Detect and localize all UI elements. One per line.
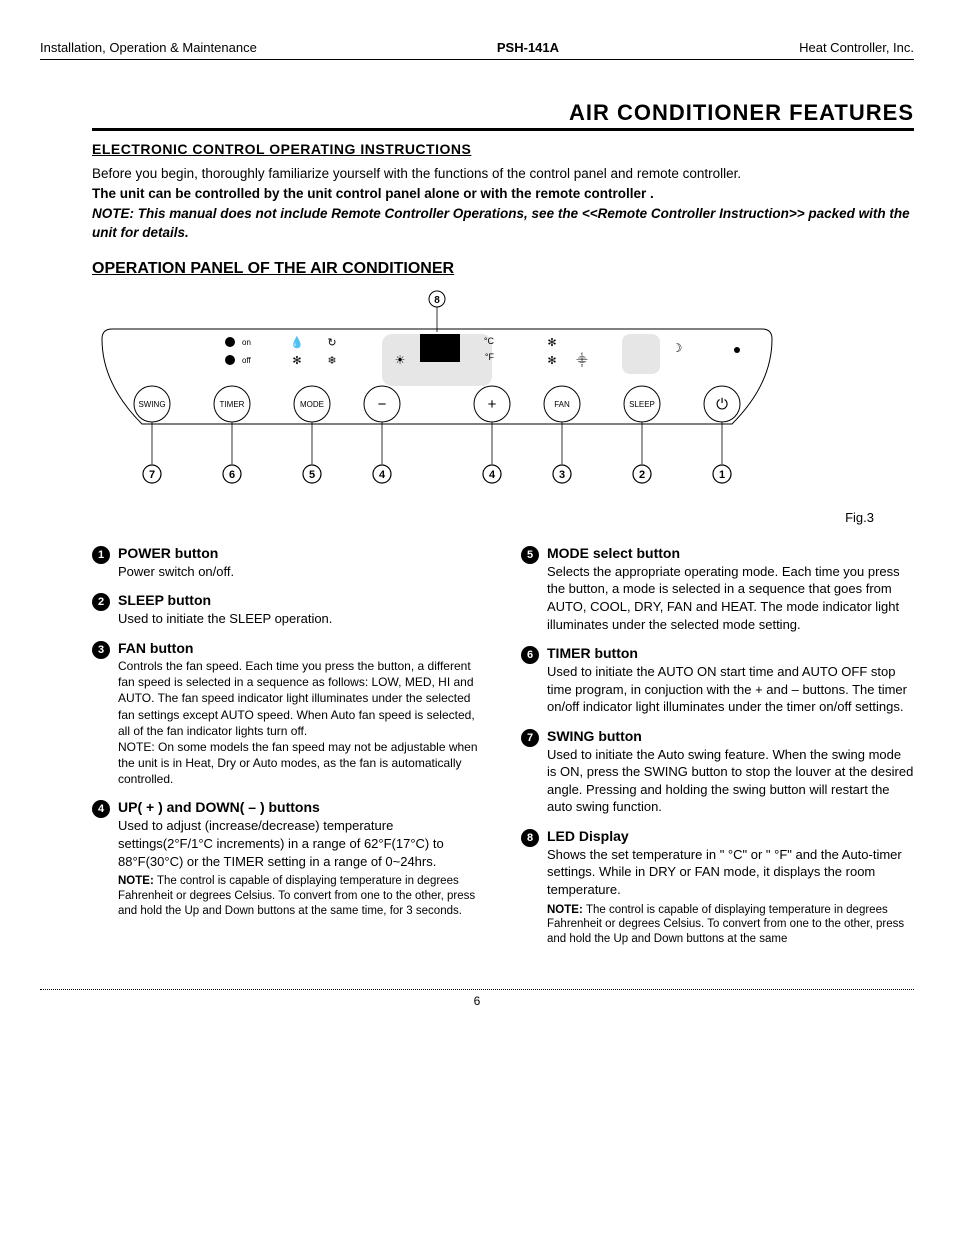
svg-text:on: on [242, 338, 251, 347]
svg-text:☀: ☀ [395, 353, 406, 367]
feature-number-icon: 4 [92, 800, 110, 818]
feature-item: 7 SWING button Used to initiate the Auto s… [521, 728, 914, 816]
feature-number-icon: 1 [92, 546, 110, 564]
page-header: Installation, Operation & Maintenance PS… [40, 40, 914, 60]
feature-number-icon: 8 [521, 829, 539, 847]
feature-desc: Used to initiate the AUTO ON start time … [547, 663, 914, 716]
svg-text:3: 3 [559, 469, 565, 481]
page-footer: 6 [40, 989, 914, 1008]
feature-desc: Selects the appropriate operating mode. … [547, 563, 914, 633]
feature-item: 2 SLEEP button Used to initiate the SLEEP … [92, 592, 485, 628]
svg-text:FAN: FAN [554, 400, 570, 409]
feature-number-icon: 5 [521, 546, 539, 564]
feature-columns: 1 POWER button Power switch on/off. 2 SLEEP … [92, 545, 914, 959]
svg-text:💧: 💧 [290, 336, 304, 349]
svg-text:✻: ✻ [547, 337, 556, 349]
page-number: 6 [474, 994, 481, 1008]
svg-text:6: 6 [229, 469, 235, 481]
svg-text:SLEEP: SLEEP [629, 400, 655, 409]
feature-desc: Used to initiate the SLEEP operation. [118, 610, 485, 628]
feature-title: UP( + ) and DOWN( – ) buttons [118, 799, 485, 815]
svg-text:✻: ✻ [547, 355, 556, 367]
feature-title: MODE select button [547, 545, 914, 561]
svg-text:SWING: SWING [138, 400, 165, 409]
feature-item: 8 LED Display Shows the set temperature in… [521, 828, 914, 947]
feature-item: 4 UP( + ) and DOWN( – ) buttons Used to ad… [92, 799, 485, 918]
instructions-subheader: ELECTRONIC CONTROL OPERATING INSTRUCTION… [92, 141, 914, 157]
header-left: Installation, Operation & Maintenance [40, 40, 257, 55]
figure-label: Fig.3 [92, 510, 874, 525]
svg-text:°F: °F [485, 352, 495, 362]
feature-item: 5 MODE select button Selects the appropria… [521, 545, 914, 633]
feature-desc: Used to adjust (increase/decrease) tempe… [118, 817, 485, 870]
feature-note: NOTE: The control is capable of displayi… [547, 903, 914, 948]
header-right: Heat Controller, Inc. [799, 40, 914, 55]
intro-block: Before you begin, thoroughly familiarize… [92, 165, 914, 242]
feature-item: 6 TIMER button Used to initiate the AUTO O… [521, 645, 914, 716]
svg-text:5: 5 [309, 469, 315, 481]
panel-header: OPERATION PANEL OF THE AIR CONDITIONER [92, 260, 914, 278]
svg-text:⏻: ⏻ [716, 396, 728, 413]
svg-text:off: off [242, 356, 252, 365]
svg-text:❄: ❄ [327, 355, 336, 367]
svg-text:°C: °C [484, 336, 495, 346]
control-panel-diagram: °C °F ☀ on off 💧 ✻ ↻ ❄ ✻ ✻ ⸎ ☽ SWING TIME… [82, 284, 782, 504]
feature-title: LED Display [547, 828, 914, 844]
feature-desc: Used to initiate the Auto swing feature.… [547, 746, 914, 816]
svg-text:8: 8 [434, 295, 440, 306]
svg-text:MODE: MODE [300, 400, 324, 409]
svg-text:4: 4 [489, 469, 496, 481]
panel-svg: °C °F ☀ on off 💧 ✻ ↻ ❄ ✻ ✻ ⸎ ☽ SWING TIME… [82, 284, 782, 504]
svg-text:⸎: ⸎ [576, 352, 588, 368]
feature-desc: Shows the set temperature in " °C" or " … [547, 846, 914, 899]
intro-p3: NOTE: This manual does not include Remot… [92, 205, 914, 241]
svg-text:7: 7 [149, 469, 155, 481]
feature-title: FAN button [118, 640, 485, 656]
feature-number-icon: 3 [92, 641, 110, 659]
section-title: AIR CONDITIONER FEATURES [92, 100, 914, 131]
feature-item: 1 POWER button Power switch on/off. [92, 545, 485, 581]
svg-text:✻: ✻ [292, 355, 301, 367]
feature-number-icon: 7 [521, 729, 539, 747]
svg-text:☽: ☽ [672, 341, 683, 355]
svg-text:TIMER: TIMER [220, 400, 245, 409]
feature-title: SLEEP button [118, 592, 485, 608]
svg-text:2: 2 [639, 469, 645, 481]
feature-title: POWER button [118, 545, 485, 561]
feature-title: SWING button [547, 728, 914, 744]
feature-desc: Controls the fan speed. Each time you pr… [118, 658, 485, 788]
features-left-col: 1 POWER button Power switch on/off. 2 SLEEP … [92, 545, 485, 959]
intro-p2: The unit can be controlled by the unit c… [92, 185, 914, 203]
svg-text:1: 1 [719, 469, 725, 481]
feature-number-icon: 6 [521, 646, 539, 664]
features-right-col: 5 MODE select button Selects the appropria… [521, 545, 914, 959]
feature-desc: Power switch on/off. [118, 563, 485, 581]
intro-p1: Before you begin, thoroughly familiarize… [92, 165, 914, 183]
svg-text:↻: ↻ [327, 337, 336, 349]
feature-title: TIMER button [547, 645, 914, 661]
svg-text:−: − [378, 396, 387, 413]
svg-text:4: 4 [379, 469, 386, 481]
svg-text:+: + [488, 396, 497, 413]
feature-note: NOTE: The control is capable of displayi… [118, 874, 485, 919]
header-center: PSH-141A [497, 40, 559, 55]
feature-item: 3 FAN button Controls the fan speed. Each … [92, 640, 485, 788]
feature-number-icon: 2 [92, 593, 110, 611]
